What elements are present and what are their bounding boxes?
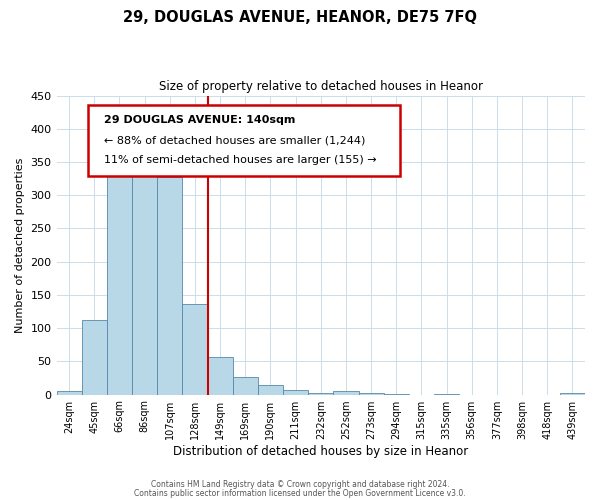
Bar [107, 162, 132, 394]
Bar [56, 392, 82, 394]
Bar [283, 390, 308, 394]
Text: 29, DOUGLAS AVENUE, HEANOR, DE75 7FQ: 29, DOUGLAS AVENUE, HEANOR, DE75 7FQ [123, 10, 477, 25]
Bar [132, 146, 157, 394]
Title: Size of property relative to detached houses in Heanor: Size of property relative to detached ho… [159, 80, 483, 93]
Bar [182, 304, 208, 394]
Text: Contains HM Land Registry data © Crown copyright and database right 2024.: Contains HM Land Registry data © Crown c… [151, 480, 449, 489]
FancyBboxPatch shape [88, 104, 400, 176]
Text: 29 DOUGLAS AVENUE: 140sqm: 29 DOUGLAS AVENUE: 140sqm [104, 115, 295, 125]
Bar [258, 384, 283, 394]
Bar [208, 356, 233, 395]
X-axis label: Distribution of detached houses by size in Heanor: Distribution of detached houses by size … [173, 444, 469, 458]
Y-axis label: Number of detached properties: Number of detached properties [15, 158, 25, 333]
Text: ← 88% of detached houses are smaller (1,244): ← 88% of detached houses are smaller (1,… [104, 135, 365, 145]
Bar [334, 392, 359, 394]
Text: Contains public sector information licensed under the Open Government Licence v3: Contains public sector information licen… [134, 490, 466, 498]
Bar [157, 176, 182, 394]
Bar [233, 378, 258, 394]
Bar [82, 320, 107, 394]
Text: 11% of semi-detached houses are larger (155) →: 11% of semi-detached houses are larger (… [104, 155, 377, 165]
